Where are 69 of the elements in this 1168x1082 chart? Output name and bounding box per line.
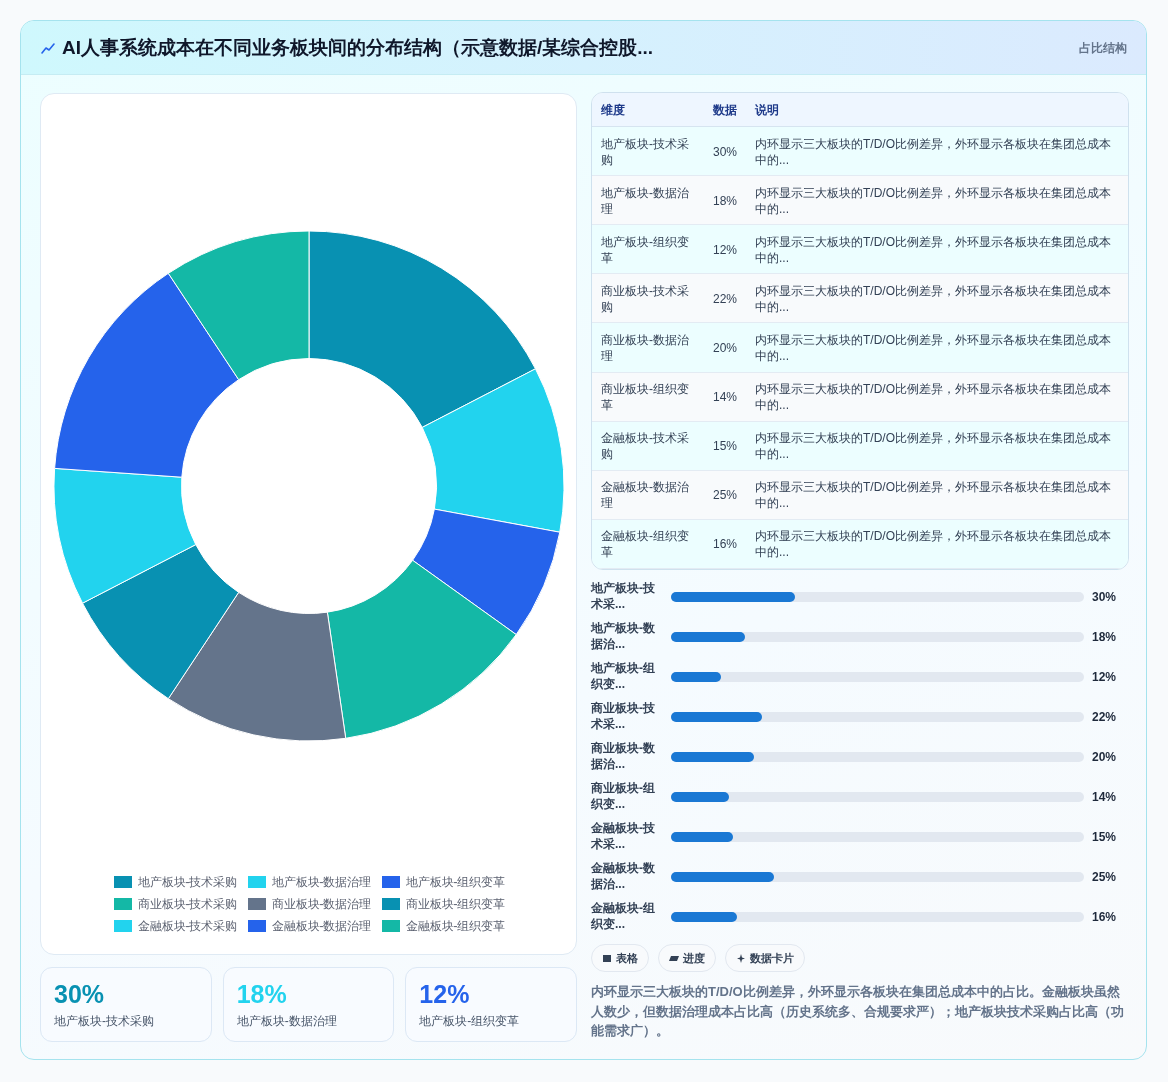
y-tick-label: 地产板块-技术采... bbox=[591, 580, 656, 613]
category-label: 金融板块-技术采购 bbox=[601, 430, 690, 463]
text: 16% bbox=[713, 537, 738, 552]
text: 15% bbox=[713, 439, 738, 454]
y-tick-label: 金融板块-组织变... bbox=[591, 900, 656, 933]
text: 表格 bbox=[616, 950, 638, 966]
category-label: 地产板块-数据治理 bbox=[236, 1013, 337, 1029]
legend-label: 地产板块-数据治理 bbox=[271, 873, 372, 891]
y-tick-label: 商业板块-组织变... bbox=[591, 780, 656, 813]
legend-label: 金融板块-数据治理 bbox=[271, 917, 372, 935]
text: 内环显示三大板块的T/D/O比例差异，外环显示各板块在集团总成本中的... bbox=[755, 381, 1112, 414]
data-label: 20% bbox=[1092, 749, 1117, 765]
text: 30% bbox=[54, 980, 105, 1008]
category-label: 商业板块-数据治理 bbox=[601, 332, 690, 364]
text: 内环显示三大板块的T/D/O比例差异，外环显示各板块在集团总成本中的... bbox=[755, 135, 1112, 168]
data-label: 30% bbox=[1092, 589, 1117, 605]
text: 内环显示三大板块的T/D/O比例差异，外环显示各板块在集团总成本中的... bbox=[755, 184, 1112, 217]
data-label: 14% bbox=[1092, 789, 1117, 805]
text: 内环显示三大板块的T/D/O比例差异，外环显示各板块在集团总成本中的... bbox=[755, 332, 1112, 364]
y-tick-label: 金融板块-数据治... bbox=[591, 860, 656, 893]
text: 内环显示三大板块的T/D/O比例差异，外环显示各板块在集团总成本中的... bbox=[755, 430, 1112, 463]
text: 内环显示三大板块的T/D/O比例差异，外环显示各板块在集团总成本中的占比。金融板块虽然人数少，但数据治理成本占比高（历史系统多、合规要求严）；地产板块技术采购占比高（功能需求广）。 bbox=[591, 983, 1125, 1040]
category-label: 地产板块-组织变革 bbox=[419, 1013, 520, 1029]
chart-title: AI人事系统成本在不同业务板块间的分布结构（示意数据/某综合控股... bbox=[62, 36, 654, 60]
category-label: 地产板块-技术采购 bbox=[601, 135, 690, 168]
text: 内环显示三大板块的T/D/O比例差异，外环显示各板块在集团总成本中的... bbox=[755, 479, 1112, 512]
text: 内环显示三大板块的T/D/O比例差异，外环显示各板块在集团总成本中的... bbox=[755, 233, 1112, 266]
y-tick-label: 金融板块-技术采... bbox=[591, 820, 656, 853]
legend-label: 商业板块-组织变革 bbox=[405, 895, 506, 913]
category-label: 地产板块-组织变革 bbox=[601, 233, 690, 266]
data-label: 25% bbox=[1092, 869, 1117, 885]
text: 22% bbox=[713, 291, 738, 306]
text: 20% bbox=[713, 340, 738, 355]
data-label: 22% bbox=[1092, 709, 1117, 725]
text: 数据 bbox=[713, 102, 737, 119]
text: 维度 bbox=[601, 102, 625, 119]
text: 数据卡片 bbox=[750, 950, 794, 966]
category-label: 金融板块-数据治理 bbox=[601, 479, 690, 512]
legend-label: 商业板块-数据治理 bbox=[271, 895, 372, 913]
text: 占比结构 bbox=[1079, 40, 1127, 57]
text: 说明 bbox=[755, 102, 779, 119]
text: 12% bbox=[419, 980, 470, 1008]
data-label: 15% bbox=[1092, 829, 1117, 845]
text: 18% bbox=[236, 980, 287, 1008]
category-label: 商业板块-技术采购 bbox=[601, 282, 690, 315]
legend-label: 商业板块-技术采购 bbox=[137, 895, 238, 913]
legend-label: 金融板块-技术采购 bbox=[137, 917, 238, 935]
text: 18% bbox=[713, 193, 738, 208]
text: 12% bbox=[713, 242, 738, 257]
legend-label: 金融板块-组织变革 bbox=[405, 917, 506, 935]
y-tick-label: 地产板块-组织变... bbox=[591, 660, 656, 693]
y-tick-label: 商业板块-技术采... bbox=[591, 700, 656, 733]
text: 30% bbox=[713, 144, 738, 159]
category-label: 地产板块-数据治理 bbox=[601, 184, 690, 217]
text: 内环显示三大板块的T/D/O比例差异，外环显示各板块在集团总成本中的... bbox=[755, 282, 1112, 315]
data-label: 12% bbox=[1092, 669, 1117, 685]
legend-label: 地产板块-组织变革 bbox=[405, 873, 506, 891]
data-label: 16% bbox=[1092, 909, 1117, 925]
category-label: 地产板块-技术采购 bbox=[54, 1013, 154, 1029]
legend-label: 地产板块-技术采购 bbox=[137, 873, 238, 891]
category-label: 商业板块-组织变革 bbox=[601, 381, 690, 414]
text: 25% bbox=[713, 488, 738, 503]
category-label: 金融板块-组织变革 bbox=[601, 528, 690, 561]
text: 14% bbox=[713, 390, 738, 405]
text: 进度 bbox=[683, 950, 705, 966]
y-tick-label: 地产板块-数据治... bbox=[591, 620, 656, 653]
data-label: 18% bbox=[1092, 629, 1117, 645]
text: 内环显示三大板块的T/D/O比例差异，外环显示各板块在集团总成本中的... bbox=[755, 528, 1112, 561]
y-tick-label: 商业板块-数据治... bbox=[591, 740, 656, 773]
